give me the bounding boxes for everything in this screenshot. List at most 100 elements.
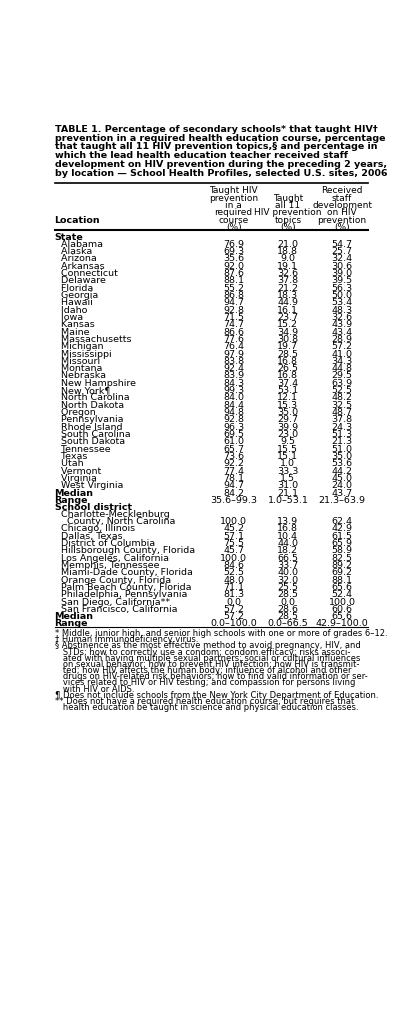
Text: 60.6: 60.6 <box>332 604 353 613</box>
Text: Missouri: Missouri <box>55 357 100 366</box>
Text: Chicago, Illinois: Chicago, Illinois <box>55 524 135 533</box>
Text: 62.4: 62.4 <box>332 517 353 526</box>
Text: 24.0: 24.0 <box>332 481 353 490</box>
Text: 25.5: 25.5 <box>277 582 298 591</box>
Text: all 11: all 11 <box>275 201 300 210</box>
Text: 16.8: 16.8 <box>277 371 298 380</box>
Text: 89.2: 89.2 <box>332 560 353 570</box>
Text: Iowa: Iowa <box>55 313 83 322</box>
Text: 100.0: 100.0 <box>220 517 247 526</box>
Text: 99.3: 99.3 <box>223 386 244 394</box>
Text: 28.9: 28.9 <box>332 334 353 343</box>
Text: West Virginia: West Virginia <box>55 481 123 490</box>
Text: 50.0: 50.0 <box>332 290 353 300</box>
Text: 34.9: 34.9 <box>277 327 298 336</box>
Text: 16.8: 16.8 <box>277 524 298 533</box>
Text: vices related to HIV or HIV testing; and compassion for persons living: vices related to HIV or HIV testing; and… <box>55 678 355 687</box>
Text: required: required <box>215 208 253 217</box>
Text: 24.3: 24.3 <box>332 422 353 431</box>
Text: 16.8: 16.8 <box>277 357 298 366</box>
Text: Rhode Island: Rhode Island <box>55 422 122 431</box>
Text: * Middle, junior high, and senior high schools with one or more of grades 6–12.: * Middle, junior high, and senior high s… <box>55 629 387 638</box>
Text: Taught: Taught <box>273 194 303 203</box>
Text: 9.5: 9.5 <box>281 437 295 446</box>
Text: 65.6: 65.6 <box>332 582 353 591</box>
Text: 40.0: 40.0 <box>277 568 298 577</box>
Text: † Human immunodeficiency virus.: † Human immunodeficiency virus. <box>55 635 198 644</box>
Text: drugs on HIV-related risk behaviors; how to find valid information or ser-: drugs on HIV-related risk behaviors; how… <box>55 672 368 681</box>
Text: 83.8: 83.8 <box>223 357 244 366</box>
Text: 25.7: 25.7 <box>332 247 353 256</box>
Text: 9.0: 9.0 <box>281 254 295 263</box>
Text: 26.5: 26.5 <box>277 364 298 373</box>
Text: 100.0: 100.0 <box>220 553 247 562</box>
Text: 37.8: 37.8 <box>332 415 353 424</box>
Text: South Carolina: South Carolina <box>55 430 130 438</box>
Text: South Dakota: South Dakota <box>55 437 125 446</box>
Text: State: State <box>55 232 83 242</box>
Text: 15.2: 15.2 <box>277 320 298 329</box>
Text: 88.1: 88.1 <box>223 276 244 285</box>
Text: 73.6: 73.6 <box>223 451 244 461</box>
Text: 65.7: 65.7 <box>223 444 244 453</box>
Text: 97.9: 97.9 <box>223 350 244 359</box>
Text: 33.3: 33.3 <box>277 466 299 475</box>
Text: 92.8: 92.8 <box>223 306 244 314</box>
Text: 74.7: 74.7 <box>223 320 244 329</box>
Text: Alaska: Alaska <box>55 247 92 256</box>
Text: 33.7: 33.7 <box>277 560 299 570</box>
Text: Orange County, Florida: Orange County, Florida <box>55 575 171 584</box>
Text: 1.0–53.1: 1.0–53.1 <box>267 495 308 504</box>
Text: 77.4: 77.4 <box>223 466 244 475</box>
Text: Memphis, Tennessee: Memphis, Tennessee <box>55 560 159 570</box>
Text: 0.0–66.5: 0.0–66.5 <box>267 619 308 628</box>
Text: ** Does not have a required health education course, but requires that: ** Does not have a required health educa… <box>55 696 354 705</box>
Text: Delaware: Delaware <box>55 276 105 285</box>
Text: Hillsborough County, Florida: Hillsborough County, Florida <box>55 546 195 554</box>
Text: Michigan: Michigan <box>55 342 103 351</box>
Text: Maine: Maine <box>55 327 89 336</box>
Text: 84.3: 84.3 <box>223 378 244 387</box>
Text: ated with having multiple sexual partners; social or cultural influences: ated with having multiple sexual partner… <box>55 653 360 662</box>
Text: 45.7: 45.7 <box>223 546 244 554</box>
Text: 34.3: 34.3 <box>332 357 353 366</box>
Text: 18.2: 18.2 <box>277 546 298 554</box>
Text: by location — School Health Profiles, selected U.S. sites, 2006: by location — School Health Profiles, se… <box>55 169 387 177</box>
Text: Georgia: Georgia <box>55 290 98 300</box>
Text: Kansas: Kansas <box>55 320 94 329</box>
Text: Utah: Utah <box>55 459 83 468</box>
Text: prevention: prevention <box>318 215 367 224</box>
Text: San Diego, California**: San Diego, California** <box>55 597 170 606</box>
Text: 48.3: 48.3 <box>332 306 353 314</box>
Text: 30.6: 30.6 <box>332 262 353 270</box>
Text: Virginia: Virginia <box>55 474 96 482</box>
Text: 88.1: 88.1 <box>332 575 353 584</box>
Text: 43.9: 43.9 <box>332 320 353 329</box>
Text: 44.8: 44.8 <box>332 364 353 373</box>
Text: 56.3: 56.3 <box>332 283 353 292</box>
Text: North Carolina: North Carolina <box>55 393 129 403</box>
Text: 29.5: 29.5 <box>332 371 353 380</box>
Text: 63.9: 63.9 <box>332 378 353 387</box>
Text: 32.5: 32.5 <box>332 400 353 410</box>
Text: 42.9: 42.9 <box>332 524 353 533</box>
Text: 16.1: 16.1 <box>277 306 298 314</box>
Text: 45.2: 45.2 <box>223 524 244 533</box>
Text: 23.7: 23.7 <box>277 313 298 322</box>
Text: Nebraska: Nebraska <box>55 371 105 380</box>
Text: Median: Median <box>55 488 94 497</box>
Text: 1.5: 1.5 <box>281 474 295 482</box>
Text: 29.7: 29.7 <box>277 415 298 424</box>
Text: Tennessee: Tennessee <box>55 444 110 453</box>
Text: Arkansas: Arkansas <box>55 262 104 270</box>
Text: Range: Range <box>55 619 88 628</box>
Text: 30.8: 30.8 <box>277 334 298 343</box>
Text: health education be taught in science and physical education classes.: health education be taught in science an… <box>55 702 358 711</box>
Text: 71.1: 71.1 <box>223 582 244 591</box>
Text: 51.3: 51.3 <box>332 430 353 438</box>
Text: 76.4: 76.4 <box>223 342 244 351</box>
Text: course: course <box>218 215 249 224</box>
Text: 94.7: 94.7 <box>223 481 244 490</box>
Text: 65.6: 65.6 <box>332 611 353 621</box>
Text: 28.5: 28.5 <box>277 350 298 359</box>
